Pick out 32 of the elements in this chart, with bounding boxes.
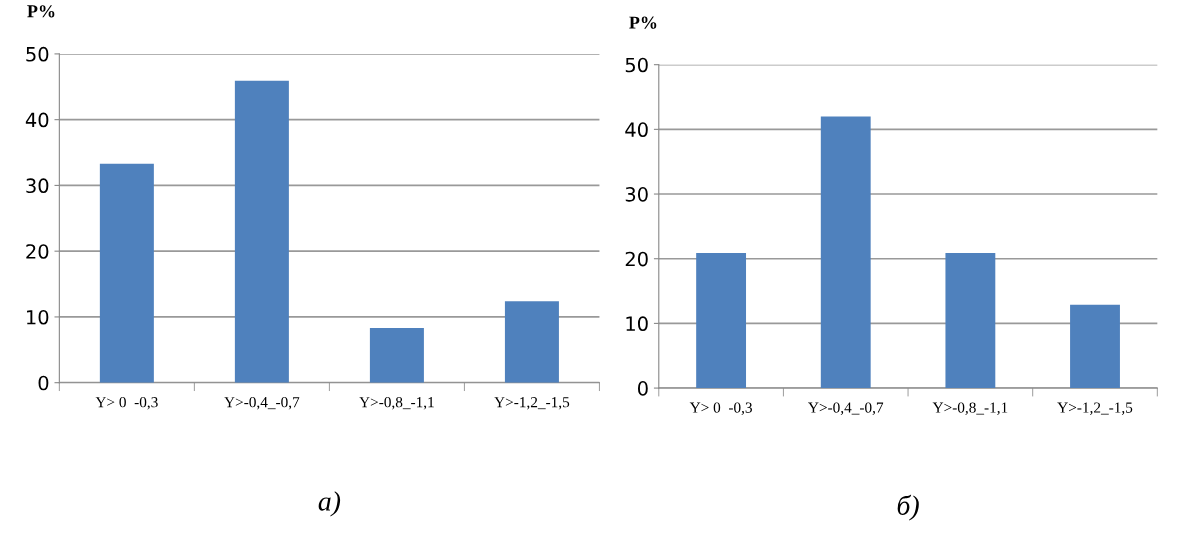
y-tick-label: 50 <box>625 57 648 73</box>
y-tick-label: 40 <box>625 122 648 138</box>
y-tick-label: 0 <box>38 375 49 391</box>
bar <box>820 116 871 389</box>
y-axis-title: P% <box>27 5 55 18</box>
y-tick-label: 20 <box>625 251 648 267</box>
y-tick-label: 50 <box>26 46 49 62</box>
bar <box>696 252 747 389</box>
bar <box>234 80 289 383</box>
bar <box>1070 304 1120 389</box>
x-tick-label: Y> 0 -0,3 <box>689 402 752 415</box>
y-tick-label: 20 <box>26 244 49 259</box>
bar <box>99 163 154 383</box>
bar <box>945 252 996 389</box>
y-tick-label: 10 <box>626 316 648 332</box>
x-tick-label: Y>-0,4_-0,7 <box>224 397 300 410</box>
y-tick-label: 0 <box>637 381 648 396</box>
x-tick-label: Y>-1,2_-1,5 <box>494 397 570 410</box>
y-tick-label: 30 <box>26 178 49 194</box>
bar <box>504 301 559 383</box>
y-tick-label: 10 <box>27 309 49 325</box>
text: а) <box>318 491 341 517</box>
x-tick-label: Y> 0 -0,3 <box>95 397 158 410</box>
bar <box>369 328 424 383</box>
y-axis-title: P% <box>629 16 657 29</box>
y-tick-label: 40 <box>25 112 49 128</box>
x-tick-label: Y>-0,8_-1,1 <box>932 402 1008 415</box>
y-tick-label: 30 <box>625 187 648 202</box>
x-tick-label: Y>-1,2_-1,5 <box>1057 402 1133 415</box>
x-tick-label: Y>-0,4_-0,7 <box>808 402 884 415</box>
x-tick-label: Y>-0,8_-1,1 <box>359 397 434 410</box>
text: б) <box>897 494 919 521</box>
